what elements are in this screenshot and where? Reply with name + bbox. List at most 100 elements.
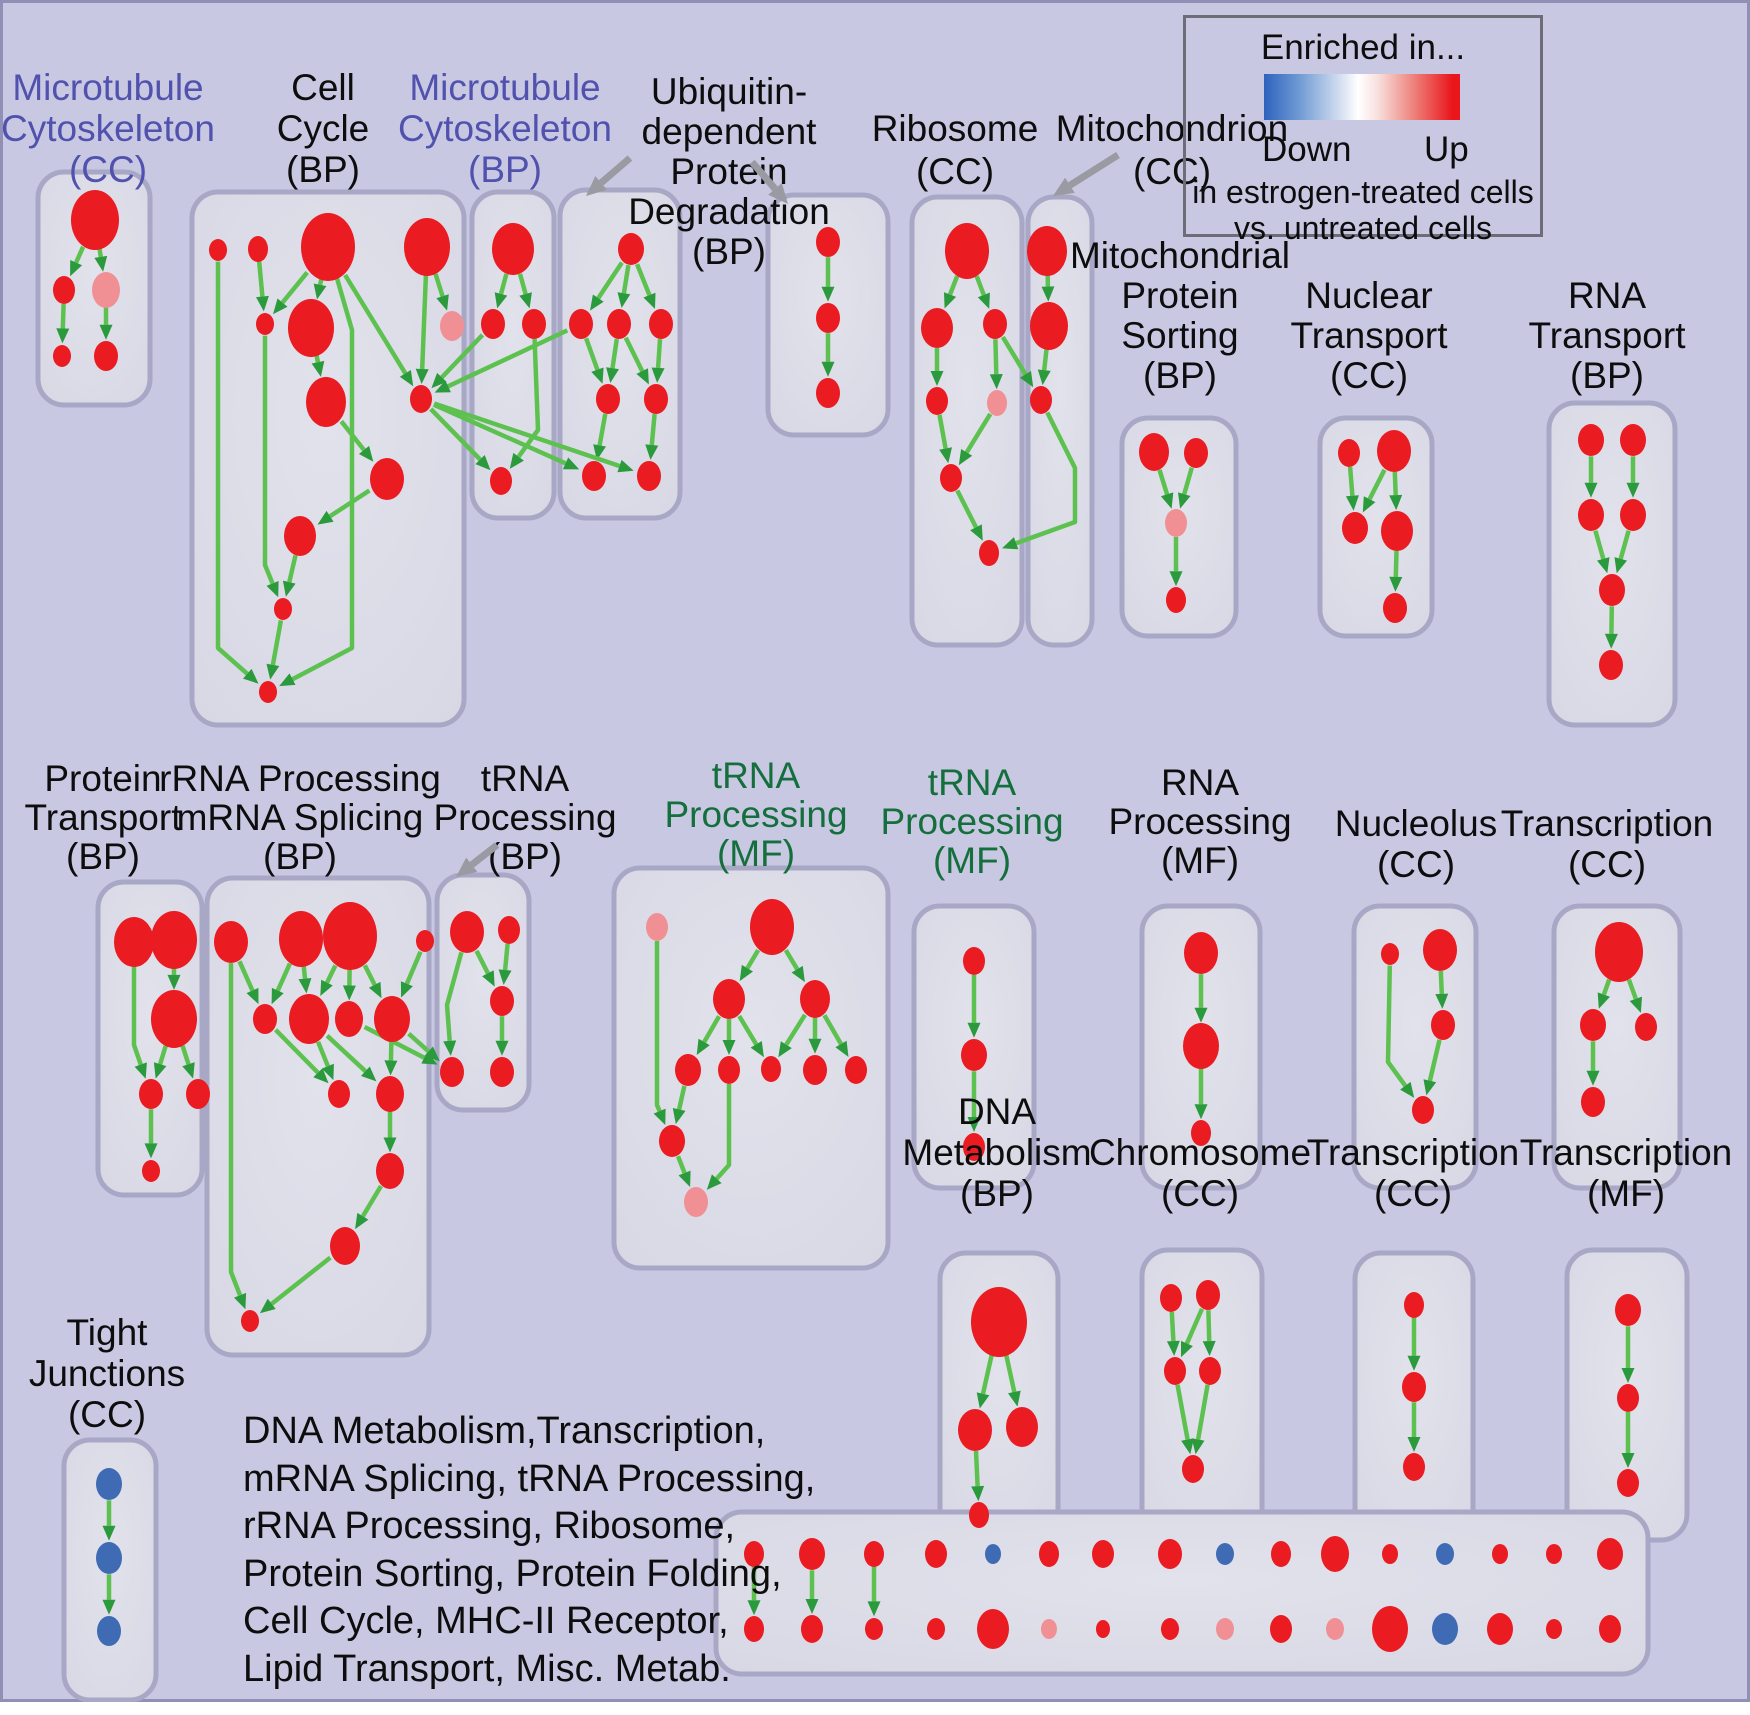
edge-arrowhead <box>1407 1355 1421 1371</box>
edge-line <box>1175 1384 1190 1440</box>
edge-line <box>1015 411 1078 546</box>
edge-line <box>676 1085 687 1110</box>
edge-line <box>597 413 608 446</box>
edge-arrowhead <box>706 1174 722 1190</box>
edge-arrowhead <box>342 985 356 1001</box>
edge-line <box>583 337 600 371</box>
go-term-node <box>256 313 274 335</box>
go-term-node <box>845 1056 867 1084</box>
go-term-node <box>618 233 644 265</box>
edge-arrowhead <box>1345 495 1359 511</box>
edge-arrowhead <box>808 1038 822 1054</box>
edge-arrowhead <box>778 1041 792 1058</box>
edge-line <box>621 264 631 294</box>
cluster-label-microtubule-cytoskeleton-bp: Microtubule <box>409 67 600 108</box>
edge-line <box>291 277 355 682</box>
misc-categories-text: DNA Metabolism,Transcription, mRNA Splic… <box>243 1408 815 1693</box>
go-term-node <box>1436 1543 1454 1565</box>
go-term-node <box>1184 932 1218 974</box>
edge-line <box>404 950 423 985</box>
cluster-label-nuclear-transport-cc: (CC) <box>1330 355 1408 396</box>
edge-arrowhead <box>617 292 631 308</box>
cluster-label-trna-processing-mf-small: tRNA <box>928 762 1017 803</box>
edge-arrowhead <box>415 368 429 384</box>
cluster-box-transcription-cc-middle <box>1551 903 1683 1191</box>
misc-text-line: DNA Metabolism,Transcription, <box>243 1410 766 1452</box>
cluster-label-nucleolus-cc: (CC) <box>1377 844 1455 885</box>
go-term-node <box>675 1054 701 1086</box>
edge-arrowhead <box>475 455 491 471</box>
edge-arrowhead <box>1194 1104 1208 1120</box>
edge-line <box>316 1040 330 1068</box>
go-term-node <box>1199 1357 1221 1385</box>
go-term-node <box>582 461 606 491</box>
misc-text-line: Cell Cycle, MHC-II Receptor, <box>243 1600 729 1642</box>
go-term-node <box>328 1080 350 1108</box>
go-term-node <box>713 979 745 1019</box>
edge-arrowhead <box>361 1066 377 1082</box>
cluster-label-trna-processing-mf-large: tRNA <box>712 755 801 796</box>
edge-line <box>444 951 464 1042</box>
go-term-node <box>926 387 948 415</box>
cluster-box-rna-transport-bp <box>1546 400 1678 728</box>
edge-line <box>993 339 999 375</box>
edge-arrowhead <box>298 978 312 994</box>
edge-line <box>1195 1384 1210 1440</box>
go-term-node <box>958 1409 992 1451</box>
go-term-node <box>1182 1455 1204 1483</box>
go-term-node <box>1092 1540 1114 1568</box>
go-term-node <box>139 1079 163 1109</box>
cluster-label-trna-processing-bp: tRNA <box>481 758 570 799</box>
edge-arrowhead <box>384 1060 398 1076</box>
edge-line <box>610 338 620 369</box>
go-term-node <box>1620 499 1646 531</box>
go-term-node <box>761 1056 781 1082</box>
edge-arrowhead <box>636 368 649 385</box>
edge-arrowhead <box>1389 494 1403 511</box>
go-term-node <box>979 540 999 566</box>
go-term-node <box>376 1153 404 1189</box>
edge-arrowhead <box>1435 993 1449 1009</box>
go-term-node <box>1326 1618 1344 1640</box>
edge-line <box>432 402 567 466</box>
edge-arrowhead <box>1626 482 1640 498</box>
edges <box>56 245 1642 1617</box>
go-term-node <box>241 1310 259 1332</box>
go-term-node <box>921 308 953 348</box>
edge-line <box>947 275 960 296</box>
edge-arrowhead <box>791 965 805 983</box>
go-term-node <box>925 1540 947 1568</box>
go-term-node <box>1166 587 1186 613</box>
go-term-node <box>977 1609 1009 1649</box>
cluster-label-ubiquitin-degradation-box2: Degradation <box>628 191 830 232</box>
go-term-node <box>284 516 316 556</box>
edge-arrowhead <box>1614 557 1627 574</box>
edge-arrowhead <box>495 1040 509 1056</box>
go-term-node <box>1381 943 1399 965</box>
go-term-node <box>649 309 673 339</box>
go-term-node <box>1383 593 1407 623</box>
edge-arrowhead <box>134 1062 147 1079</box>
go-term-node <box>1342 512 1368 544</box>
edge-line <box>474 949 490 975</box>
cluster-label-chromosome-cc: Chromosome <box>1089 1132 1311 1173</box>
edge-arrowhead <box>722 1040 736 1055</box>
edge-arrowhead <box>1160 492 1174 509</box>
go-term-node <box>410 385 432 413</box>
edge-line <box>1184 1308 1205 1345</box>
edge-line <box>237 960 255 992</box>
go-term-node <box>1617 1384 1639 1412</box>
go-term-node <box>440 311 464 341</box>
go-term-node <box>945 223 989 279</box>
edge-line <box>675 1155 687 1174</box>
edge-line <box>649 413 657 446</box>
edge-line <box>1427 1039 1442 1082</box>
go-term-node <box>450 911 484 953</box>
edge-line <box>502 943 510 971</box>
go-term-node <box>1377 430 1411 472</box>
edge-line <box>273 1028 320 1075</box>
edge-arrowhead <box>358 445 374 462</box>
edge-line <box>749 159 778 192</box>
go-term-node <box>288 299 334 357</box>
